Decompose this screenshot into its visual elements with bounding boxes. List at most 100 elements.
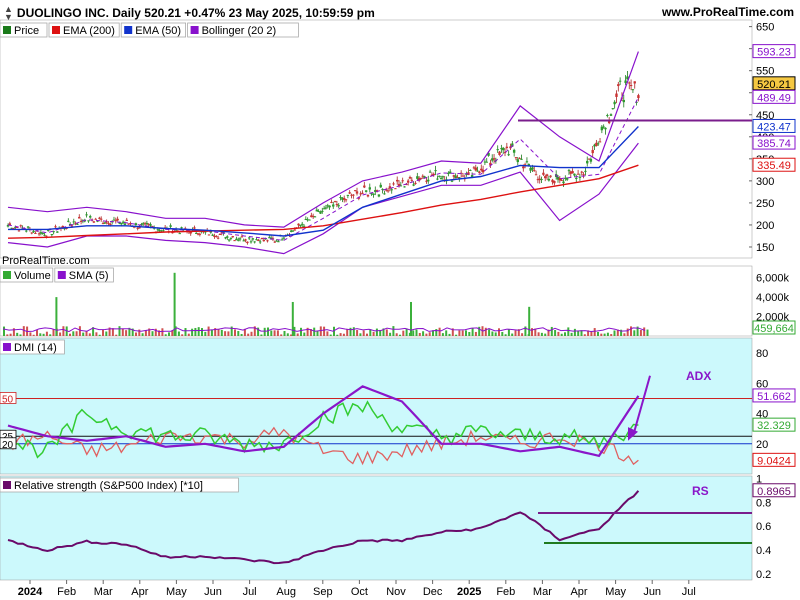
volume-bar [405, 328, 408, 336]
volume-bar [102, 329, 104, 336]
candle-body [246, 241, 249, 244]
volume-bar [207, 326, 210, 336]
candle-body [366, 194, 370, 197]
candle-body [89, 216, 92, 218]
volume-bar [554, 330, 557, 336]
candle-body [262, 239, 266, 242]
volume-bar [300, 327, 302, 336]
volume-bar [356, 330, 359, 336]
x-axis-label: Jun [643, 586, 661, 598]
candle-body [523, 164, 527, 166]
candle-body [624, 80, 627, 83]
volume-legend-box [0, 267, 54, 283]
candle-body [580, 171, 583, 173]
rs-value-badge: 0.8965 [757, 486, 791, 498]
candle-body [300, 223, 304, 225]
candle-body [461, 175, 465, 177]
volume-bar [412, 330, 415, 336]
volume-bar [62, 326, 65, 336]
candle-body [169, 225, 172, 227]
candle-body [385, 189, 388, 191]
x-axis-label: Jun [204, 586, 222, 598]
volume-bar [524, 326, 527, 336]
price-axis-label: 650 [756, 22, 774, 34]
volume-bar [92, 327, 95, 336]
volume-bar [369, 329, 372, 336]
volume-bar [313, 327, 316, 336]
candle-body [615, 93, 618, 97]
candle-body [306, 219, 309, 221]
price-axis-label: 300 [756, 176, 774, 188]
volume-bar [333, 326, 335, 336]
candle-body [193, 227, 196, 229]
candle-body [631, 89, 635, 91]
candle-body [542, 172, 545, 175]
candle-body [476, 170, 479, 172]
volume-bar [309, 329, 312, 336]
price-legend-swatch [52, 26, 60, 34]
candle-body [308, 219, 311, 221]
candle-body [269, 237, 273, 239]
volume-bar [36, 330, 38, 336]
candle-body [441, 176, 445, 178]
candle-body [503, 152, 507, 154]
volume-bar [375, 328, 378, 336]
dmi-level-label: 50 [2, 394, 14, 405]
volume-bar [214, 328, 217, 336]
candle-body [94, 218, 97, 220]
bollinger-mid-line [7, 97, 639, 241]
adx-line [7, 385, 640, 458]
volume-bar [194, 327, 197, 336]
volume-bar [531, 328, 533, 336]
volume-bar [484, 327, 487, 336]
volume-bar [105, 331, 108, 336]
candle-body [390, 189, 393, 191]
sort-arrows-icon[interactable]: ▲ ▼ [4, 4, 13, 22]
candle-body [178, 233, 181, 235]
candle-body [361, 192, 364, 194]
candle-body [573, 173, 576, 176]
candle-body [501, 147, 505, 151]
chart-title: DUOLINGO INC. Daily 520.21 +0.47% 23 May… [16, 6, 375, 20]
candle-body [138, 227, 141, 229]
candle-body [447, 172, 450, 175]
candle-body [597, 143, 600, 145]
candle-body [34, 232, 37, 234]
candle-body [339, 197, 342, 199]
candle-body [438, 175, 441, 177]
price-axis-label: 250 [756, 198, 774, 210]
volume-bar [540, 332, 543, 336]
candle-body [507, 154, 510, 156]
candle-body [456, 176, 459, 178]
candle-body [478, 171, 481, 174]
volume-bar [6, 334, 9, 336]
volume-bar [72, 331, 75, 336]
candle-body [68, 224, 72, 226]
volume-bar [445, 330, 448, 336]
candle-body [257, 239, 260, 242]
volume-bar [158, 330, 161, 336]
candle-body [485, 161, 488, 163]
dmi-level-label-box [0, 392, 17, 404]
price-value-badge-box [752, 157, 796, 172]
volume-legend-label: Volume [14, 270, 51, 282]
price-legend-swatch [3, 26, 11, 34]
candle-body [304, 218, 308, 220]
candle-body [121, 221, 125, 223]
rs-axis-label: 0.8 [756, 497, 771, 509]
volume-bar [283, 330, 286, 336]
candle-body [346, 194, 350, 196]
candle-body [120, 222, 123, 225]
volume-bar [135, 332, 137, 336]
volume-value-badge: 459,664 [754, 323, 794, 335]
candle-body [156, 229, 160, 231]
dmi-axis-label: 20 [756, 439, 768, 451]
volume-bar [273, 330, 276, 336]
candle-body [145, 222, 149, 224]
candle-body [17, 230, 21, 232]
volume-bar [504, 334, 507, 336]
volume-bar [643, 327, 646, 336]
volume-bar [9, 333, 12, 336]
candle-body [63, 227, 66, 230]
candle-body [436, 178, 439, 180]
